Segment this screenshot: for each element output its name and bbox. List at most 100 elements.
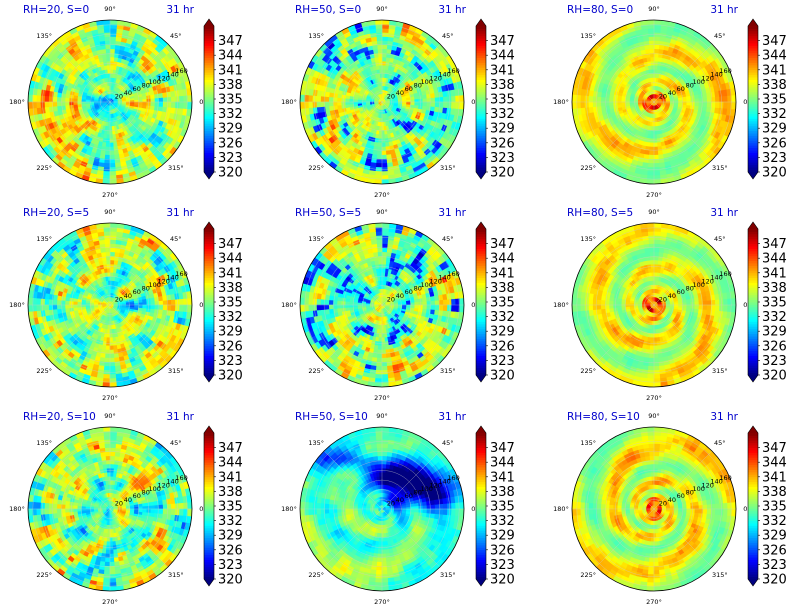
field-cell [653, 68, 658, 74]
colorbar-segment [204, 154, 214, 158]
angular-tick-label: 135° [308, 32, 324, 40]
colorbar-segment [748, 99, 758, 102]
colorbar-segment [476, 130, 486, 134]
field-cell [434, 101, 440, 108]
field-cell [678, 101, 684, 105]
colorbar-segment [476, 140, 486, 144]
colorbar-segment [204, 120, 214, 124]
panel-time-label: 31 hr [166, 4, 194, 16]
field-cell [653, 27, 661, 33]
field-cell [381, 171, 389, 177]
field-cell [600, 97, 606, 103]
field-cell [579, 95, 585, 103]
field-cell [142, 101, 148, 106]
field-cell [109, 52, 115, 58]
colorbar-segment [748, 84, 758, 88]
field-cell [381, 154, 388, 160]
field-cell [316, 101, 322, 109]
polar-panel: 90°45°0°315°270°225°180°135°20 40 60 801001… [9, 207, 207, 402]
colorbar-segment [748, 106, 758, 110]
colorbar-segment [476, 103, 486, 107]
field-cell [102, 179, 111, 184]
field-cell [451, 95, 457, 103]
colorbar-segment [204, 99, 214, 102]
colorbar-segment [476, 40, 486, 44]
colorbar-segment [204, 45, 214, 49]
angular-tick-label: 315° [168, 164, 184, 172]
field-cell [698, 97, 704, 103]
colorbar-segment [748, 167, 758, 170]
colorbar-segment [748, 135, 758, 139]
radial-tick-label: 20 [115, 92, 123, 100]
colorbar-segment [476, 94, 486, 97]
colorbar-segment [204, 55, 214, 59]
colorbar-tick-label: 338 [762, 78, 787, 93]
colorbar-segment [748, 159, 758, 163]
field-cell [629, 99, 634, 103]
colorbar-segment [748, 111, 758, 114]
angular-tick-label: 180° [553, 98, 569, 106]
radial-tick-label: 160 [719, 67, 731, 75]
colorbar-segment [204, 33, 214, 37]
colorbar-tick-label: 320 [762, 166, 787, 181]
field-cell [170, 95, 176, 103]
colorbar-segment [204, 157, 214, 161]
angular-tick-label: 135° [36, 32, 52, 40]
field-cell [109, 171, 117, 177]
field-cell [154, 101, 160, 107]
field-cell [134, 101, 140, 105]
field-cell [162, 101, 168, 108]
colorbar-segment [476, 81, 486, 85]
colorbar-segment [748, 142, 758, 146]
field-cell [588, 101, 594, 109]
field-cell [653, 146, 659, 152]
colorbar-segment [476, 55, 486, 59]
colorbar-segment [204, 52, 214, 56]
radial-tick-label: 160 [175, 67, 187, 75]
field-cell [109, 162, 117, 168]
colorbar-segment [748, 147, 758, 151]
colorbar-segment [748, 123, 758, 127]
field-cell [608, 97, 614, 103]
colorbar-segment [476, 101, 486, 105]
colorbar-tick-label: 341 [218, 63, 243, 78]
colorbar-segment [476, 96, 486, 100]
colorbar-segment [476, 169, 486, 173]
field-cell [649, 142, 655, 148]
colorbar-segment [748, 145, 758, 149]
field-cell [60, 101, 66, 107]
colorbar-segment [476, 77, 486, 80]
colorbar-tick-label: 347 [218, 34, 243, 49]
field-cell [378, 134, 383, 140]
colorbar-segment [748, 40, 758, 44]
colorbar-segment [204, 147, 214, 151]
field-cell [702, 97, 708, 103]
field-cell [187, 101, 192, 110]
colorbar-segment [204, 128, 214, 132]
field-cell [158, 97, 164, 103]
colorbar-tick-label: 332 [490, 107, 515, 122]
field-cell [109, 150, 115, 156]
colorbar-segment [476, 147, 486, 151]
field-cell [653, 60, 658, 66]
field-cell [106, 134, 111, 140]
field-cell [109, 68, 114, 74]
field-cell [459, 94, 464, 103]
colorbar-segment [476, 118, 486, 122]
colorbar-segment [476, 150, 486, 153]
field-cell [649, 52, 655, 58]
colorbar-extend-min [476, 172, 486, 179]
colorbar-segment [204, 26, 214, 29]
field-cell [682, 101, 688, 106]
field-cell [56, 101, 62, 107]
field-cell [125, 101, 131, 105]
field-cell [375, 27, 383, 33]
field-cell [406, 101, 412, 105]
colorbar-segment [204, 57, 214, 61]
colorbar-segment [204, 137, 214, 141]
colorbar-tick-label: 335 [490, 93, 515, 108]
field-cell [723, 95, 729, 103]
colorbar-segment [748, 64, 758, 68]
colorbar-tick-label: 335 [762, 93, 787, 108]
